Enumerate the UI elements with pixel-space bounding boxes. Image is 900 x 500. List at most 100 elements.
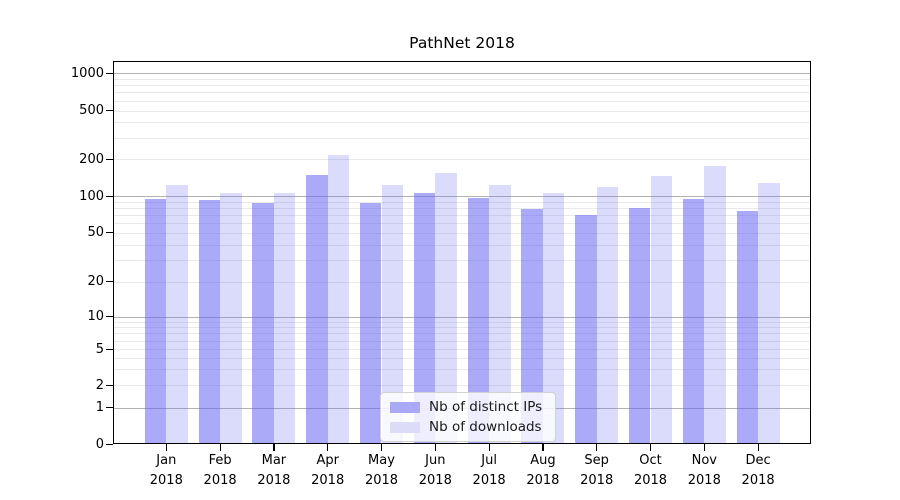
bar-downloads-jan [166,184,188,444]
y-axis-tick-label: 10 [87,309,104,325]
minor-gridline [113,223,811,224]
bar-downloads-nov [704,165,726,444]
bar-distinct-ips-dec [736,210,759,444]
x-tick-mark [542,444,544,451]
y-axis-tick-label: 2 [95,377,104,393]
y-tick-mark [106,110,113,112]
x-tick-mark [327,444,329,451]
y-tick-mark [106,316,113,318]
legend-entry: Nb of distinct IPs [390,399,542,415]
y-axis-tick-label: 5 [95,341,104,357]
x-tick-mark [381,444,383,451]
y-axis-tick-label: 0 [95,436,104,452]
x-axis-tick-label-apr: Apr 2018 [311,453,345,488]
minor-gridline [113,349,811,350]
bar-distinct-ips-sep [575,214,597,444]
minor-gridline [113,137,811,139]
minor-gridline [113,159,811,161]
bar-downloads-aug [542,192,565,444]
minor-gridline [113,100,811,102]
bar-downloads-jul [489,184,511,444]
bar-downloads-apr [327,155,350,444]
major-gridline [113,196,811,197]
bar-downloads-feb [220,192,242,444]
minor-gridline [113,122,811,124]
minor-gridline [113,207,811,209]
y-tick-mark [106,348,113,350]
minor-gridline [113,327,811,329]
y-tick-mark [106,232,113,234]
x-tick-mark [488,444,490,451]
minor-gridline [113,110,811,112]
bar-distinct-ips-oct [628,207,651,444]
x-tick-mark [703,444,705,451]
x-tick-mark [219,444,221,451]
minor-gridline [113,333,811,335]
bar-distinct-ips-mar [252,202,274,444]
minor-gridline [113,244,811,246]
y-axis-tick-label: 1 [95,400,104,415]
minor-gridline [113,78,811,80]
x-tick-mark [650,444,652,451]
bar-distinct-ips-feb [198,200,221,444]
x-axis-tick-label-sep: Sep 2018 [580,453,614,488]
y-tick-mark [106,407,113,409]
x-tick-mark [596,444,598,451]
y-tick-mark [106,195,113,197]
y-axis-tick-label: 50 [87,225,104,241]
bar-distinct-ips-nov [682,198,705,444]
bar-downloads-sep [596,187,619,444]
legend-entry: Nb of downloads [390,419,542,435]
bar-distinct-ips-apr [306,174,328,444]
minor-gridline [113,260,811,261]
x-axis-tick-label-feb: Feb 2018 [203,453,237,488]
minor-gridline [113,340,811,342]
bar-distinct-ips-may [359,202,382,444]
x-tick-mark [165,444,167,451]
x-tick-mark [757,444,759,451]
x-axis-tick-label-jan: Jan 2018 [149,453,183,488]
y-axis-tick-label: 500 [79,103,104,118]
minor-gridline [113,85,811,87]
minor-gridline [113,369,811,371]
x-axis-tick-label-jun: Jun 2018 [418,453,452,488]
bar-downloads-jun [435,172,457,444]
x-axis-tick-label-oct: Oct 2018 [633,453,668,488]
bar-downloads-mar [273,192,296,444]
minor-gridline [113,281,811,283]
x-axis-tick-label-mar: Mar 2018 [257,453,291,488]
x-axis-tick-label-nov: Nov 2018 [687,453,721,488]
y-tick-mark [106,72,113,74]
x-tick-mark [273,444,275,451]
x-axis-tick-label-dec: Dec 2018 [741,453,775,488]
minor-gridline [113,321,811,323]
x-tick-mark [434,444,436,451]
x-axis-tick-label-jul: Jul 2018 [472,453,506,488]
major-gridline [113,316,811,318]
x-axis-tick-label-may: May 2018 [364,453,399,488]
bar-distinct-ips-jun [413,192,436,444]
bar-distinct-ips-jan [144,199,167,444]
bar-downloads-dec [758,183,780,444]
y-tick-mark [106,443,113,445]
bar-downloads-may [381,185,404,444]
bar-downloads-oct [650,176,673,444]
minor-gridline [113,92,811,94]
bar-distinct-ips-aug [521,208,543,444]
minor-gridline [113,357,811,359]
legend-swatch-distinct-ips [390,401,420,413]
legend-label: Nb of downloads [429,419,542,435]
major-gridline [113,73,811,74]
plot-area: Nb of distinct IPs Nb of downloads [113,61,811,444]
y-tick-mark [106,158,113,160]
y-tick-mark [106,384,113,386]
legend-label: Nb of distinct IPs [429,399,543,415]
y-axis-tick-label: 100 [79,188,104,204]
x-axis-tick-label-aug: Aug 2018 [526,453,560,488]
minor-gridline [113,201,811,203]
minor-gridline [113,214,811,216]
chart-title: PathNet 2018 [409,34,515,52]
y-axis-tick-label: 1000 [70,65,104,81]
y-axis-tick-label: 200 [79,151,104,167]
